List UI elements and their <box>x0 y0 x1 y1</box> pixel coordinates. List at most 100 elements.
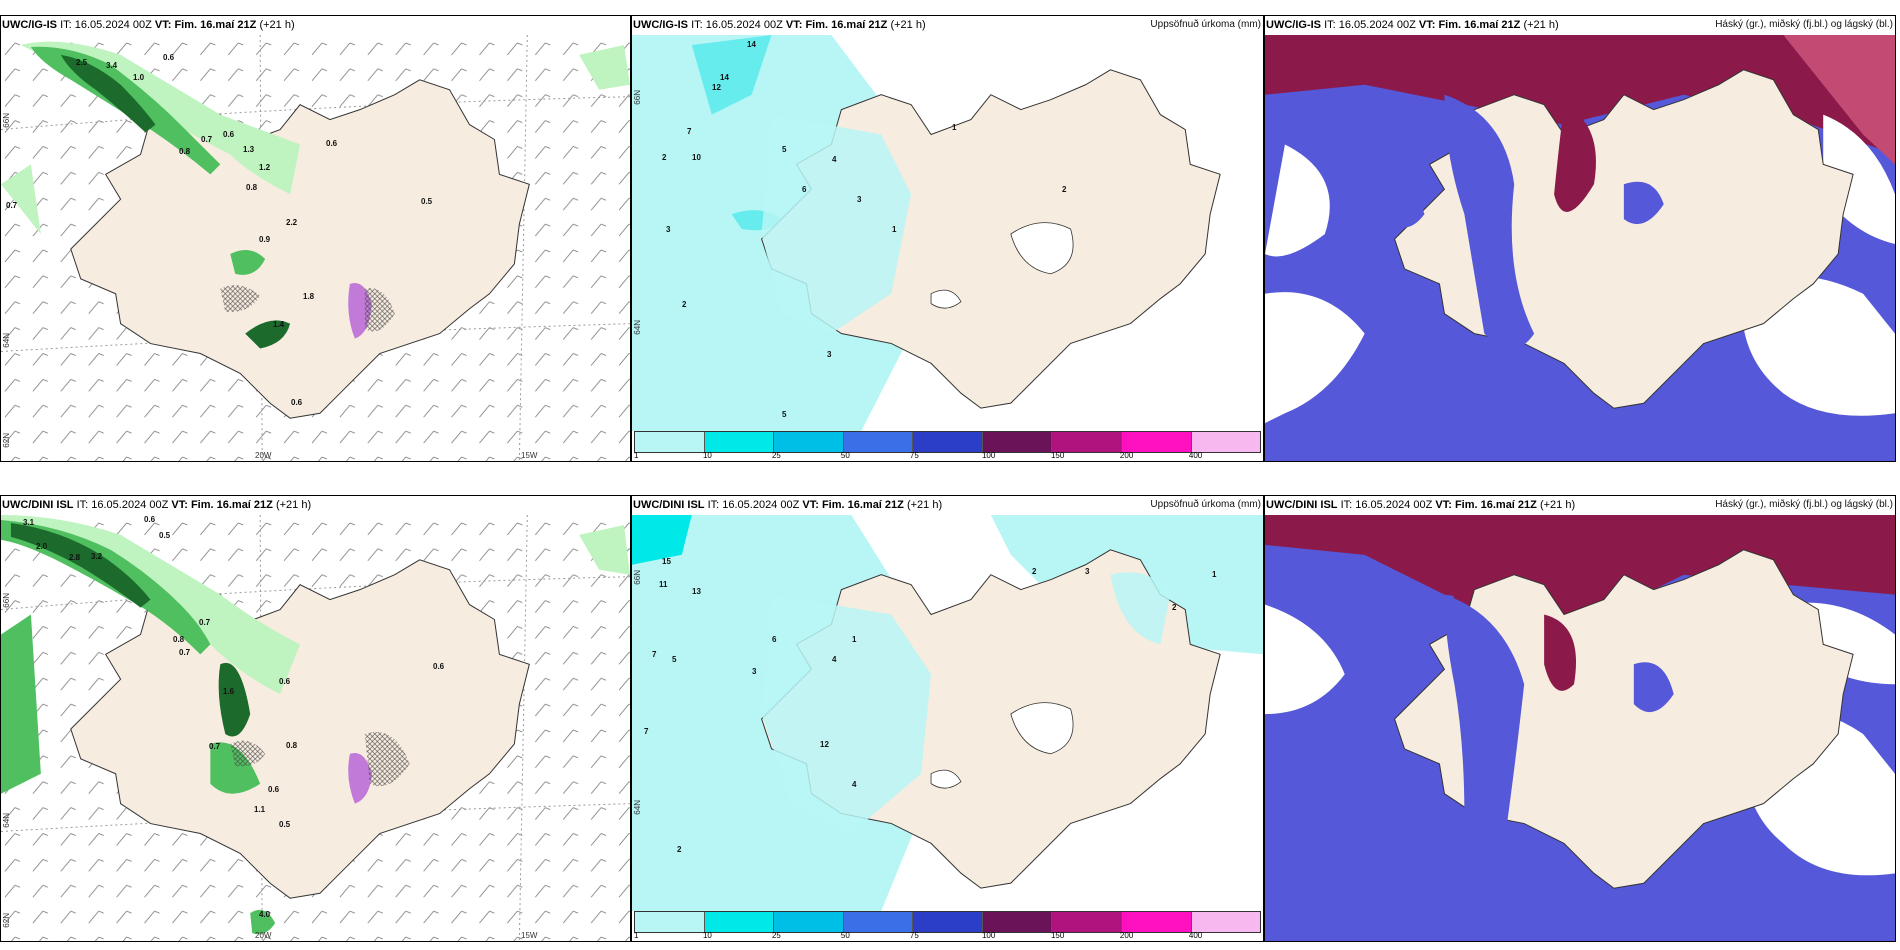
wind-label: 0.5 <box>279 820 291 829</box>
panel-title: UWC/IG-IS IT: 16.05.2024 00Z VT: Fim. 16… <box>1266 19 1893 31</box>
wind-label: 0.7 <box>199 618 211 627</box>
wind-label: 2.0 <box>36 542 48 551</box>
wind-label: 0.6 <box>163 53 175 62</box>
panel-title: UWC/DINI ISL IT: 16.05.2024 00Z VT: Fim.… <box>2 499 312 511</box>
precip-label: 14 <box>720 73 729 82</box>
precip-label: 1 <box>1212 570 1217 579</box>
precip-label: 10 <box>692 153 701 162</box>
wind-label: 1.1 <box>254 805 266 814</box>
wind-label: 0.5 <box>421 197 433 206</box>
wind-label: 0.8 <box>173 635 185 644</box>
colorbar-labels: 1 10 25 50 75 100 150 200 400 <box>634 931 1203 940</box>
panel-title: UWC/IG-IS IT: 16.05.2024 00Z VT: Fim. 16… <box>2 19 295 31</box>
wind-label: 3.4 <box>106 61 118 70</box>
map-svg <box>632 515 1263 911</box>
wind-label: 2.8 <box>69 553 81 562</box>
precip-label: 12 <box>712 83 721 92</box>
wind-label: 0.7 <box>179 648 191 657</box>
lat-label-62: 62N <box>2 913 11 928</box>
precip-label: 2 <box>1062 185 1067 194</box>
map-clouds-bottom <box>1265 515 1895 941</box>
precip-label: 3 <box>666 225 671 234</box>
precip-label: 6 <box>802 185 807 194</box>
lon-label-20w: 20W <box>255 931 272 940</box>
map-precip-top: 66N 64N 14 12 14 7 10 2 3 5 6 4 3 1 2 1 … <box>632 35 1263 431</box>
cloud-high <box>1265 515 1895 625</box>
panel-precip-top: UWC/IG-IS IT: 16.05.2024 00Z VT: Fim. 16… <box>631 15 1264 462</box>
precip-label: 13 <box>692 587 701 596</box>
precip-label: 2 <box>682 300 687 309</box>
wind-label: 4.0 <box>259 910 271 919</box>
wind-label: 0.7 <box>209 742 221 751</box>
wind-label: 1.3 <box>243 145 255 154</box>
panel-wind-top: UWC/IG-IS IT: 16.05.2024 00Z VT: Fim. 16… <box>0 15 631 462</box>
precip-label: 5 <box>672 655 677 664</box>
cloud-high <box>1265 35 1895 155</box>
precip-label: 2 <box>1032 567 1037 576</box>
lat-label-66: 66N <box>633 570 642 585</box>
panel-clouds-bottom: UWC/DINI ISL IT: 16.05.2024 00Z VT: Fim.… <box>1264 495 1896 942</box>
lat-label-64: 64N <box>2 813 11 828</box>
precip-label: 7 <box>644 727 649 736</box>
map-clouds-top <box>1265 35 1895 461</box>
wind-label: 1.2 <box>259 163 271 172</box>
precip-label: 11 <box>659 580 668 589</box>
map-wind-top: 66N 64N 62N 20W 15W 2.5 3.4 0.6 1.0 0.7 … <box>1 35 630 461</box>
precip-label: 3 <box>1085 567 1090 576</box>
lon-label-20w: 20W <box>255 451 272 460</box>
colorbar <box>634 911 1261 933</box>
wind-label: 0.6 <box>291 398 303 407</box>
wind-label: 3.1 <box>23 518 35 527</box>
wind-label: 0.6 <box>268 785 280 794</box>
lat-label-66: 66N <box>2 593 11 608</box>
panel-wind-bottom: UWC/DINI ISL IT: 16.05.2024 00Z VT: Fim.… <box>0 495 631 942</box>
precip-label: 4 <box>852 780 857 789</box>
wind-label: 2.5 <box>76 58 88 67</box>
map-svg <box>1265 515 1895 941</box>
precip-label: 14 <box>747 40 756 49</box>
map-svg <box>632 35 1221 431</box>
map-wind-bottom: 66N 64N 62N 20W 15W 3.1 2.0 2.8 3.2 0.6 … <box>1 515 630 941</box>
wind-label: 0.6 <box>223 130 235 139</box>
lon-label-15w: 15W <box>521 451 538 460</box>
panel-precip-bottom: UWC/DINI ISL IT: 16.05.2024 00Z VT: Fim.… <box>631 495 1264 942</box>
precip-label: 6 <box>772 635 777 644</box>
precip-label: 15 <box>662 557 671 566</box>
precip-label: 2 <box>662 153 667 162</box>
lat-label-66: 66N <box>633 90 642 105</box>
wind-label: 0.6 <box>326 139 338 148</box>
wind-label: 0.6 <box>433 662 445 671</box>
wind-label: 0.7 <box>6 201 18 210</box>
precip-label: 7 <box>687 127 692 136</box>
map-svg <box>1 515 630 941</box>
precip-label: 1 <box>952 123 957 132</box>
precip-label: 3 <box>827 350 832 359</box>
wind-label: 1.0 <box>133 73 145 82</box>
colorbar <box>634 431 1261 453</box>
wind-label: 3.2 <box>91 552 103 561</box>
lat-label-64: 64N <box>633 320 642 335</box>
precip-label: 12 <box>820 740 829 749</box>
precip-label: 4 <box>832 655 837 664</box>
precip-label: 7 <box>652 650 657 659</box>
precip-label: 1 <box>852 635 857 644</box>
precip-label: 3 <box>752 667 757 676</box>
wind-label: 0.7 <box>201 135 213 144</box>
wind-label: 0.5 <box>159 531 171 540</box>
lat-label-64: 64N <box>633 800 642 815</box>
wind-label: 0.6 <box>279 677 291 686</box>
precip-label: 3 <box>857 195 862 204</box>
wind-label: 1.8 <box>303 292 315 301</box>
panel-title: UWC/DINI ISL IT: 16.05.2024 00Z VT: Fim.… <box>1266 499 1893 511</box>
wind-label: 1.4 <box>273 320 285 329</box>
wind-label: 0.8 <box>246 183 258 192</box>
panel-title: UWC/DINI ISL IT: 16.05.2024 00Z VT: Fim.… <box>633 499 1261 511</box>
wind-label: 1.6 <box>223 687 235 696</box>
map-svg <box>1265 35 1895 461</box>
wind-label: 0.8 <box>286 741 298 750</box>
wind-label: 0.6 <box>144 515 156 524</box>
precip-label: 4 <box>832 155 837 164</box>
colorbar-labels: 1 10 25 50 75 100 150 200 400 <box>634 451 1203 460</box>
precip-label: 5 <box>782 145 787 154</box>
lat-label-62: 62N <box>2 433 11 448</box>
